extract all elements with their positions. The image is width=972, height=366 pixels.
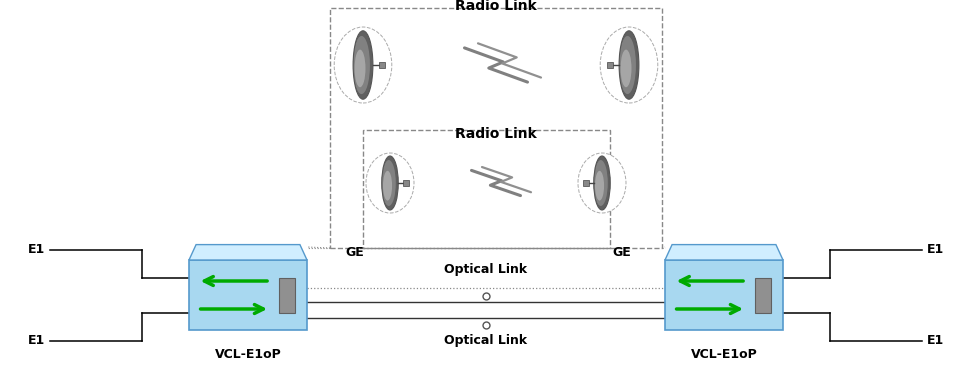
FancyBboxPatch shape xyxy=(279,277,295,313)
Ellipse shape xyxy=(383,171,392,201)
Ellipse shape xyxy=(578,153,626,213)
Text: VCL-E1oP: VCL-E1oP xyxy=(215,348,281,361)
Text: Radio Link: Radio Link xyxy=(455,127,537,141)
Text: Optical Link: Optical Link xyxy=(444,263,528,276)
Bar xyxy=(363,130,610,248)
Ellipse shape xyxy=(382,156,399,210)
FancyBboxPatch shape xyxy=(379,62,385,68)
Bar xyxy=(330,8,662,248)
Text: Radio Link: Radio Link xyxy=(455,0,537,13)
Ellipse shape xyxy=(353,31,373,99)
Ellipse shape xyxy=(594,156,610,210)
Text: GE: GE xyxy=(345,246,364,258)
Ellipse shape xyxy=(334,27,392,103)
Ellipse shape xyxy=(595,171,604,201)
Polygon shape xyxy=(189,244,307,260)
Ellipse shape xyxy=(594,160,608,206)
FancyBboxPatch shape xyxy=(189,260,307,330)
FancyBboxPatch shape xyxy=(583,180,589,186)
Text: E1: E1 xyxy=(927,334,944,347)
Text: E1: E1 xyxy=(28,243,45,256)
FancyBboxPatch shape xyxy=(608,62,613,68)
FancyBboxPatch shape xyxy=(402,180,408,186)
Ellipse shape xyxy=(619,31,639,99)
Text: VCL-E1oP: VCL-E1oP xyxy=(691,348,757,361)
Ellipse shape xyxy=(382,160,396,206)
Ellipse shape xyxy=(353,36,370,94)
Ellipse shape xyxy=(355,50,365,87)
Text: E1: E1 xyxy=(927,243,944,256)
Text: Optical Link: Optical Link xyxy=(444,334,528,347)
Text: E1: E1 xyxy=(28,334,45,347)
Ellipse shape xyxy=(619,36,636,94)
Polygon shape xyxy=(665,244,783,260)
Ellipse shape xyxy=(620,50,632,87)
Text: GE: GE xyxy=(612,246,631,258)
FancyBboxPatch shape xyxy=(754,277,771,313)
FancyBboxPatch shape xyxy=(665,260,783,330)
Ellipse shape xyxy=(600,27,658,103)
Ellipse shape xyxy=(366,153,414,213)
